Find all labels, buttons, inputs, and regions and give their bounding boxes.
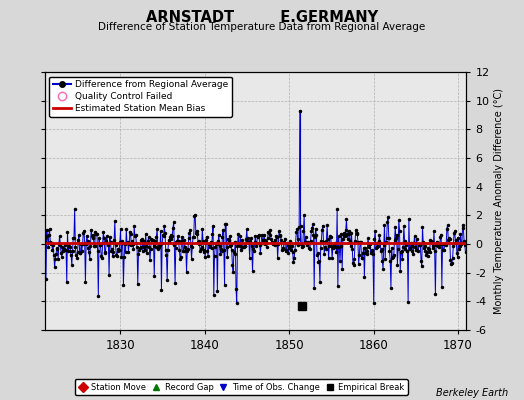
Text: ARNSTADT         E.GERMANY: ARNSTADT E.GERMANY — [146, 10, 378, 25]
Legend: Station Move, Record Gap, Time of Obs. Change, Empirical Break: Station Move, Record Gap, Time of Obs. C… — [74, 379, 408, 395]
Text: Berkeley Earth: Berkeley Earth — [436, 388, 508, 398]
Text: Difference of Station Temperature Data from Regional Average: Difference of Station Temperature Data f… — [99, 22, 425, 32]
Legend: Difference from Regional Average, Quality Control Failed, Estimated Station Mean: Difference from Regional Average, Qualit… — [49, 76, 232, 117]
Y-axis label: Monthly Temperature Anomaly Difference (°C): Monthly Temperature Anomaly Difference (… — [494, 88, 504, 314]
